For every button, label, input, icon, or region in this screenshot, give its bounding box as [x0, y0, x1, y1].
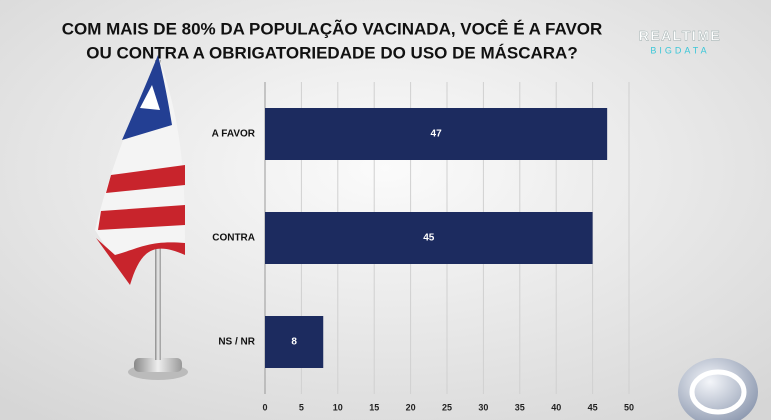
bar — [265, 108, 608, 160]
x-tick-label: 10 — [333, 402, 343, 412]
x-tick-label: 40 — [551, 402, 561, 412]
y-tick-label: A FAVOR — [212, 129, 256, 140]
value-label: 45 — [423, 233, 435, 244]
x-tick-label: 50 — [624, 402, 634, 412]
x-tick-label: 5 — [299, 402, 304, 412]
value-label: 47 — [431, 129, 443, 140]
x-tick-label: 15 — [369, 402, 379, 412]
brand-name: REALTIME — [639, 28, 722, 44]
x-tick-label: 20 — [406, 402, 416, 412]
x-tick-label: 35 — [515, 402, 525, 412]
y-tick-label: CONTRA — [212, 233, 255, 244]
value-label: 8 — [291, 337, 297, 348]
chart-title: COM MAIS DE 80% DA POPULAÇÃO VACINADA, V… — [62, 18, 603, 38]
flag-decoration — [95, 55, 188, 380]
logo — [678, 358, 758, 420]
x-tick-label: 30 — [478, 402, 488, 412]
chart-title: OU CONTRA A OBRIGATORIEDADE DO USO DE MÁ… — [86, 43, 577, 62]
brand-sub: BIGDATA — [650, 45, 709, 55]
bar — [265, 212, 593, 264]
bar — [265, 316, 324, 368]
y-tick-label: NS / NR — [218, 337, 255, 348]
x-tick-label: 25 — [442, 402, 452, 412]
x-tick-label: 45 — [588, 402, 598, 412]
x-tick-label: 0 — [262, 402, 267, 412]
